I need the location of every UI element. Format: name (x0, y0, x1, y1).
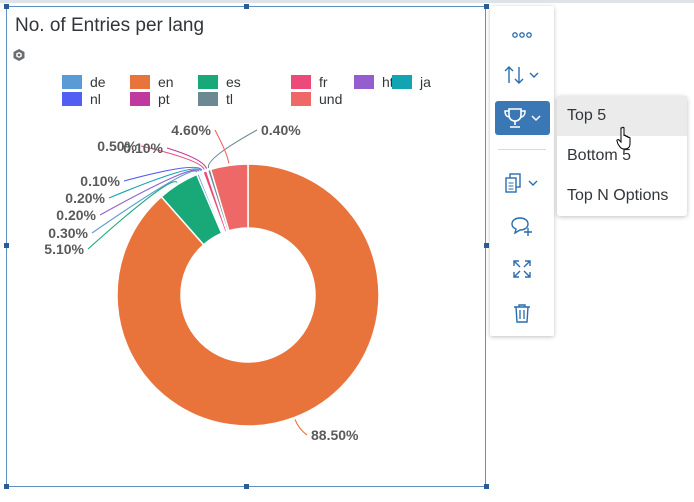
chevron-down-icon (528, 180, 538, 186)
trash-icon (514, 304, 530, 323)
legend-item-und[interactable]: und (291, 91, 342, 107)
fullscreen-button[interactable] (494, 252, 550, 286)
rank-button[interactable] (495, 101, 550, 135)
legend-label: fr (319, 74, 328, 90)
cube-icon (13, 49, 25, 61)
legend-swatch (198, 75, 218, 89)
legend-item-es[interactable]: es (198, 74, 241, 90)
leader-line-es (87, 181, 178, 250)
resize-handle-mid-right[interactable] (484, 243, 489, 248)
leader-line-ht (99, 169, 200, 216)
leader-line-en (294, 419, 308, 436)
legend-label: de (90, 74, 106, 90)
legend-label: ja (420, 74, 431, 90)
trophy-icon (503, 108, 541, 128)
legend-label: und (319, 91, 343, 107)
legend-swatch (291, 75, 311, 89)
resize-handle-bottom-mid[interactable] (244, 484, 249, 489)
legend-item-fr[interactable]: fr (291, 74, 328, 90)
menu-item-bottom-5[interactable]: Bottom 5 (567, 147, 632, 164)
legend-swatch (198, 92, 218, 106)
data-label-de: 0.30% (48, 225, 88, 241)
resize-handle-top-left[interactable] (4, 4, 9, 9)
data-label-ja: 0.20% (65, 190, 105, 206)
data-label-es: 5.10% (44, 241, 84, 257)
menu-item-top-n-options[interactable]: Top N Options (567, 187, 669, 204)
donut-slice-und[interactable] (209, 163, 249, 232)
data-label-fr: 0.50% (97, 138, 137, 154)
expand-icon (513, 260, 531, 278)
legend-swatch (354, 75, 374, 89)
resize-handle-top-right[interactable] (484, 4, 489, 9)
legend-swatch (291, 92, 311, 106)
more-options-button[interactable] (494, 18, 550, 52)
legend-item-en[interactable]: en (130, 74, 174, 90)
legend-label: nl (90, 91, 101, 107)
legend-item-nl[interactable]: nl (62, 91, 101, 107)
leader-line-nl (123, 166, 203, 182)
leader-line-und (214, 129, 230, 164)
resize-handle-top-mid[interactable] (244, 4, 249, 9)
copy-button[interactable] (494, 166, 550, 200)
data-label-nl: 0.10% (80, 173, 120, 189)
delete-button[interactable] (494, 296, 550, 330)
chart-toolbar (490, 6, 554, 336)
ellipsis-icon (512, 32, 532, 38)
chevron-down-icon (529, 72, 539, 78)
leader-line-pt (166, 147, 208, 169)
hand-cursor-icon (616, 126, 631, 150)
resize-handle-bottom-left[interactable] (4, 484, 9, 489)
resize-handle-bottom-right[interactable] (484, 484, 489, 489)
legend-item-tl[interactable]: tl (198, 91, 233, 107)
data-label-und: 4.60% (171, 122, 211, 138)
legend-label: tl (226, 91, 233, 107)
leader-line-de (91, 170, 198, 234)
data-label-pt: 0.10% (123, 140, 163, 156)
legend-label: ht (382, 74, 394, 90)
legend-swatch (392, 75, 412, 89)
leader-line-ja (108, 168, 202, 199)
legend-swatch (130, 75, 150, 89)
legend-label: pt (158, 91, 170, 107)
resize-handle-mid-left[interactable] (4, 243, 9, 248)
legend-item-de[interactable]: de (62, 74, 106, 90)
toolbar-separator (498, 149, 546, 150)
sort-button[interactable] (494, 58, 550, 92)
legend-item-ht[interactable]: ht (354, 74, 394, 90)
data-label-ht: 0.20% (56, 207, 96, 223)
leader-line-fr (140, 145, 205, 170)
legend-swatch (62, 92, 82, 106)
legend-label: es (226, 74, 241, 90)
data-label-tl: 0.40% (261, 122, 301, 138)
top-border-strip (0, 0, 694, 3)
comment-add-icon (511, 217, 532, 236)
legend-swatch (62, 75, 82, 89)
data-label-en: 88.50% (311, 427, 359, 443)
legend-label: en (158, 74, 174, 90)
leader-line-tl (207, 129, 258, 169)
chart-title: No. of Entries per lang (15, 15, 205, 36)
legend-item-pt[interactable]: pt (130, 91, 170, 107)
add-comment-button[interactable] (494, 209, 550, 243)
donut-slice-en[interactable] (116, 163, 380, 427)
legend-item-ja[interactable]: ja (392, 74, 431, 90)
rank-dropdown-menu: Top 5 Bottom 5 Top N Options (557, 96, 687, 216)
copy-icon (505, 173, 538, 193)
sort-icon (504, 66, 539, 84)
legend-swatch (130, 92, 150, 106)
